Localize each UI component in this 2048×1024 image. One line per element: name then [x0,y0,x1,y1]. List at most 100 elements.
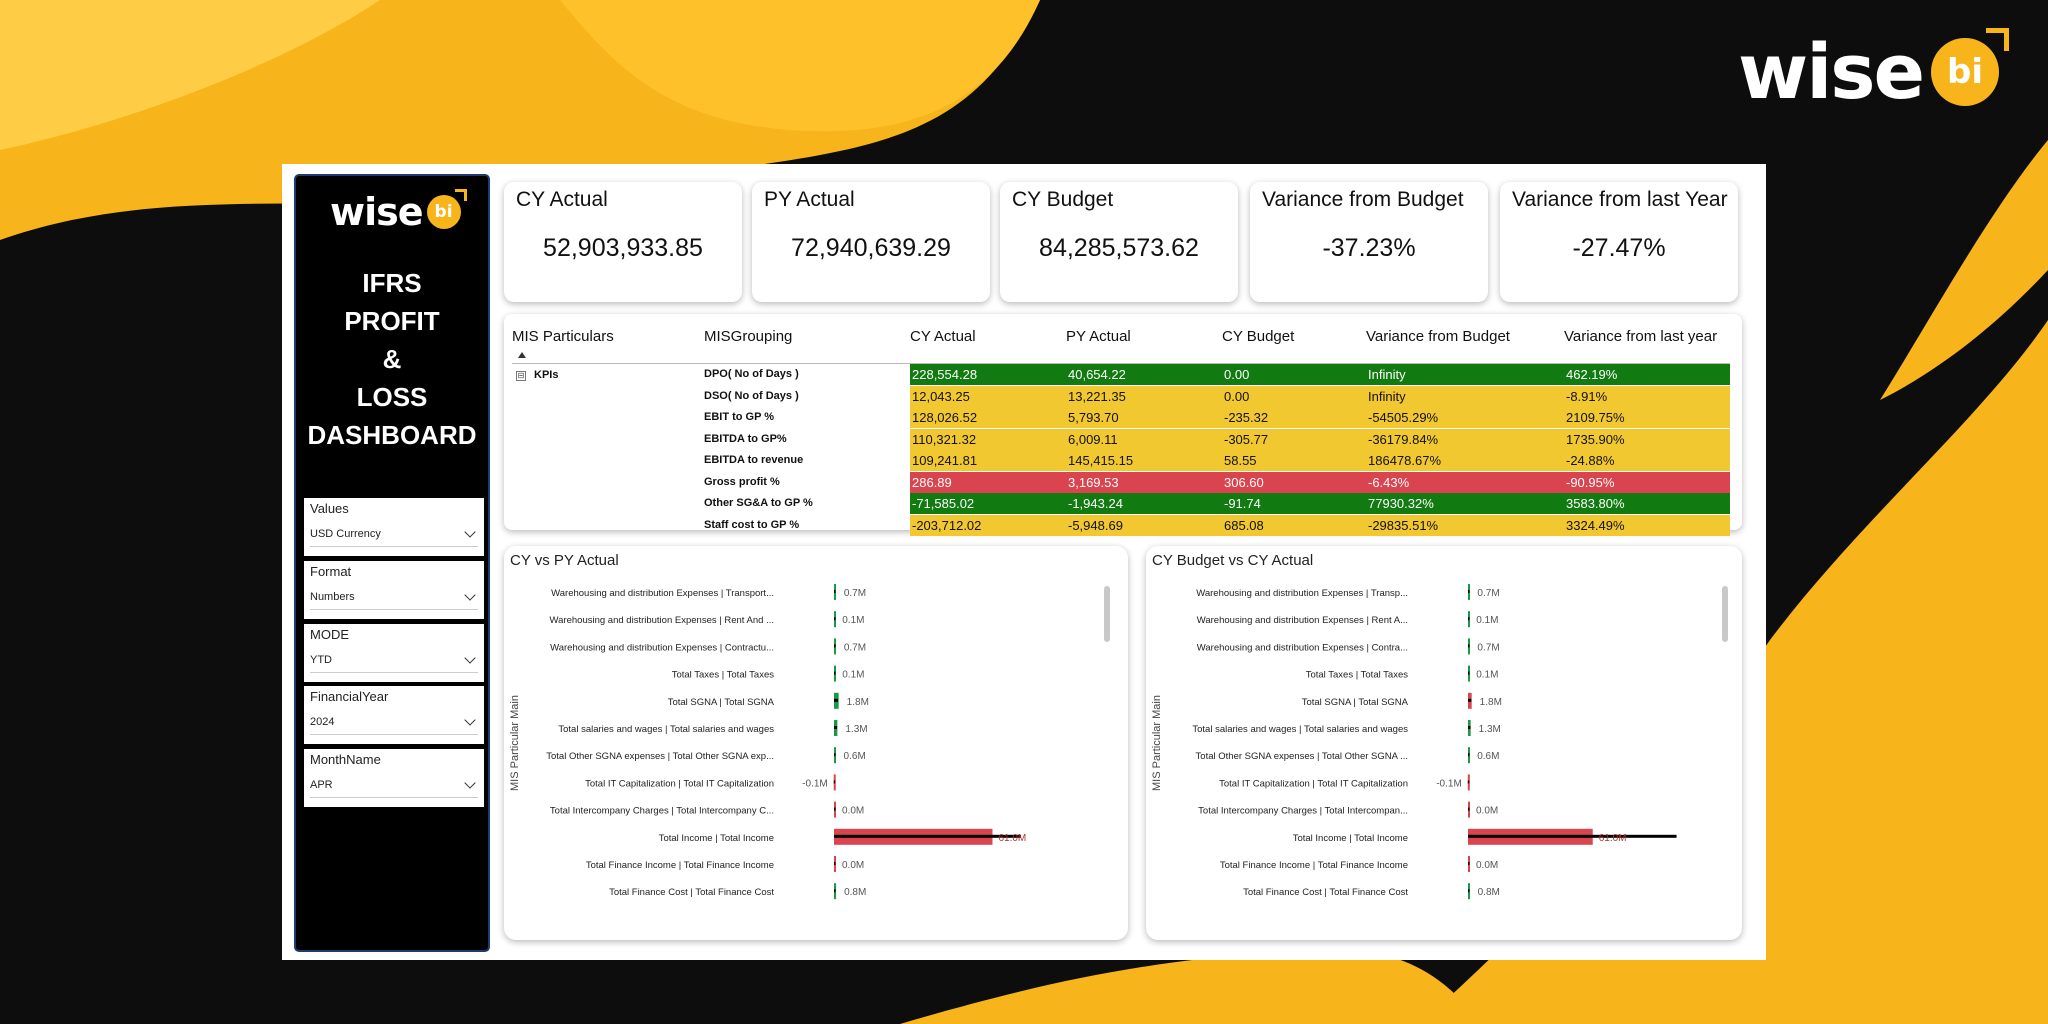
chevron-down-icon [464,589,476,601]
table-row[interactable]: EBITDA to revenue 109,241.81 145,415.15 58.… [512,450,1730,471]
card-title: Variance from Budget [1262,188,1464,211]
chevron-down-icon [464,777,476,789]
tick-label: Total Finance Income | Total Finance Inc… [1220,860,1408,871]
cell-cy-actual: 228,554.28 [910,364,1066,385]
bar-comparison[interactable] [834,834,1022,838]
tick-label: Total Taxes | Total Taxes [672,670,775,681]
data-label: -0.1M [802,778,828,789]
tick-label: Total salaries and wages | Total salarie… [1192,724,1408,735]
cell-var-last-year: 3583.80% [1564,493,1730,514]
tick-label: Total Taxes | Total Taxes [1306,670,1409,681]
bar-comparison[interactable] [834,617,836,621]
tick-label: Warehousing and distribution Expenses | … [1197,615,1408,626]
bar-comparison[interactable] [834,862,836,865]
mode-dropdown[interactable]: YTD [310,648,478,673]
cell-cy-budget: 0.00 [1222,364,1366,385]
table-row[interactable]: DSO( No of Days ) 12,043.25 13,221.35 0.00 I… [512,385,1730,407]
brand-badge-text: bi [1947,52,1984,92]
table-row[interactable]: Other SG&A to GP % -71,585.02 -1,943.24 -91… [512,493,1730,514]
bar-comparison[interactable] [1468,671,1470,675]
scrollbar[interactable] [1722,586,1728,642]
column-header-mis-particulars[interactable]: MIS Particulars [512,328,614,345]
chevron-down-icon [464,652,476,664]
bar-comparison[interactable] [834,889,836,893]
data-label: 0.1M [1476,615,1498,626]
tick-label: Warehousing and distribution Expenses | … [1197,642,1408,653]
bar-comparison[interactable] [1468,753,1470,757]
data-label: 0.7M [844,588,866,599]
cell-var-last-year: 2109.75% [1564,407,1730,428]
data-label: 0.1M [1476,670,1498,681]
slicer-month-name: MonthName APR [304,749,484,807]
scrollbar[interactable] [1104,586,1110,642]
bar-comparison[interactable] [833,780,836,784]
bar-comparison[interactable] [834,753,836,757]
bar-comparison[interactable] [1468,862,1470,865]
bar-comparison[interactable] [1468,698,1472,702]
cell-cy-budget: 0.00 [1222,385,1366,407]
cell-cy-actual: -71,585.02 [910,493,1066,514]
column-header-variance-budget[interactable]: Variance from Budget [1366,328,1510,345]
tick-label: Total Finance Cost | Total Finance Cost [1243,887,1408,898]
data-label: 0.0M [1476,860,1498,871]
card-value: -37.23% [1322,234,1416,262]
cell-var-last-year: 3324.49% [1564,514,1730,536]
format-dropdown[interactable]: Numbers [310,585,478,610]
kpi-card-cy-budget[interactable]: CY Budget 84,285,573.62 [1000,182,1238,302]
bar-comparison[interactable] [834,726,838,729]
slicer-values: Values USD Currency [304,498,484,556]
kpi-card-py-actual[interactable]: PY Actual 72,940,639.29 [752,182,990,302]
row-grouping: Staff cost to GP % [704,518,800,531]
column-header-cy-actual[interactable]: CY Actual [910,328,976,345]
sort-ascending-icon[interactable] [518,352,526,358]
column-header-variance-last-year[interactable]: Variance from last year [1564,328,1718,345]
bar-comparison[interactable] [834,590,836,593]
table-row[interactable]: DPO( No of Days ) 228,554.28 40,654.22 0.00… [512,364,1730,385]
table-row[interactable]: Staff cost to GP % -203,712.02 -5,948.69 68… [512,514,1730,536]
column-header-mis-grouping[interactable]: MISGrouping [704,328,793,345]
cell-cy-budget: -91.74 [1222,493,1366,514]
bar-comparison[interactable] [1468,617,1470,621]
tick-label: Total Finance Cost | Total Finance Cost [609,887,774,898]
table-row[interactable]: EBITDA to GP% 110,321.32 6,009.11 -305.77 -3… [512,428,1730,450]
data-label: 0.6M [844,751,866,762]
bar-comparison[interactable] [834,644,836,648]
kpi-card-variance-budget[interactable]: Variance from Budget -37.23% [1250,182,1488,302]
dropdown-value: YTD [310,654,332,666]
bar-comparison[interactable] [1468,590,1470,593]
column-header-py-actual[interactable]: PY Actual [1066,328,1131,345]
tick-label: Total Other SGNA expenses | Total Other … [546,751,774,762]
month-name-dropdown[interactable]: APR [310,773,478,798]
bar-comparison[interactable] [1468,644,1470,648]
data-label: 0.0M [1476,806,1498,817]
bar-comparison[interactable] [1468,807,1470,811]
bar-comparison[interactable] [1468,889,1470,893]
row-grouping: EBITDA to revenue [704,454,804,466]
kpi-card-cy-actual[interactable]: CY Actual 52,903,933.85 [504,182,742,302]
cell-py-actual: 5,793.70 [1066,407,1222,428]
slicer-format: Format Numbers [304,561,484,619]
tick-label: Warehousing and distribution Expenses | … [551,588,774,599]
bar-comparison[interactable] [1468,726,1471,729]
table-row[interactable]: EBIT to GP % 128,026.52 5,793.70 -235.32 -54… [512,407,1730,428]
values-dropdown[interactable]: USD Currency [310,522,478,547]
kpi-card-variance-last-year[interactable]: Variance from last Year -27.47% [1500,182,1738,302]
data-label: 0.7M [1477,642,1499,653]
bar-comparison[interactable] [834,807,836,811]
chevron-down-icon [464,526,476,538]
dropdown-value: APR [310,779,333,791]
cell-var-last-year: -8.91% [1564,385,1730,407]
table-row[interactable]: Gross profit % 286.89 3,169.53 306.60 -6.43%… [512,471,1730,493]
bar-comparison[interactable] [834,698,838,702]
bar-comparison[interactable] [1468,834,1677,838]
cell-cy-actual: 110,321.32 [910,428,1066,450]
data-label: 0.7M [844,642,866,653]
cell-var-last-year: 1735.90% [1564,428,1730,450]
collapse-icon[interactable]: ⊟ [516,371,526,381]
bar-comparison[interactable] [834,671,836,675]
financial-year-dropdown[interactable]: 2024 [310,710,478,735]
chart-cy-vs-py: CY vs PY Actual MIS Particular Main Wareh… [504,546,1128,940]
bar-comparison[interactable] [1467,780,1470,784]
chart-title: CY Budget vs CY Actual [1152,552,1314,569]
column-header-cy-budget[interactable]: CY Budget [1222,328,1295,345]
